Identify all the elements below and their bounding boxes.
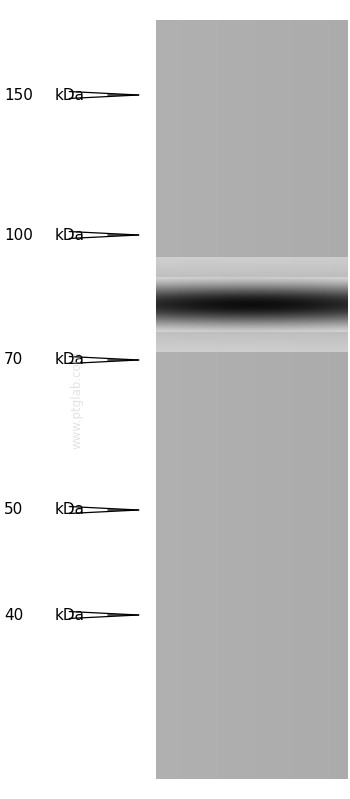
Text: 100: 100 <box>4 228 33 243</box>
Text: kDa: kDa <box>55 607 85 622</box>
Text: 150: 150 <box>4 88 33 102</box>
Text: kDa: kDa <box>55 352 85 368</box>
Text: 40: 40 <box>4 607 23 622</box>
Text: 50: 50 <box>4 503 23 518</box>
Text: kDa: kDa <box>55 503 85 518</box>
Text: kDa: kDa <box>55 228 85 243</box>
Text: kDa: kDa <box>55 88 85 102</box>
Text: 70: 70 <box>4 352 23 368</box>
Text: www.ptglab.com: www.ptglab.com <box>70 351 84 448</box>
